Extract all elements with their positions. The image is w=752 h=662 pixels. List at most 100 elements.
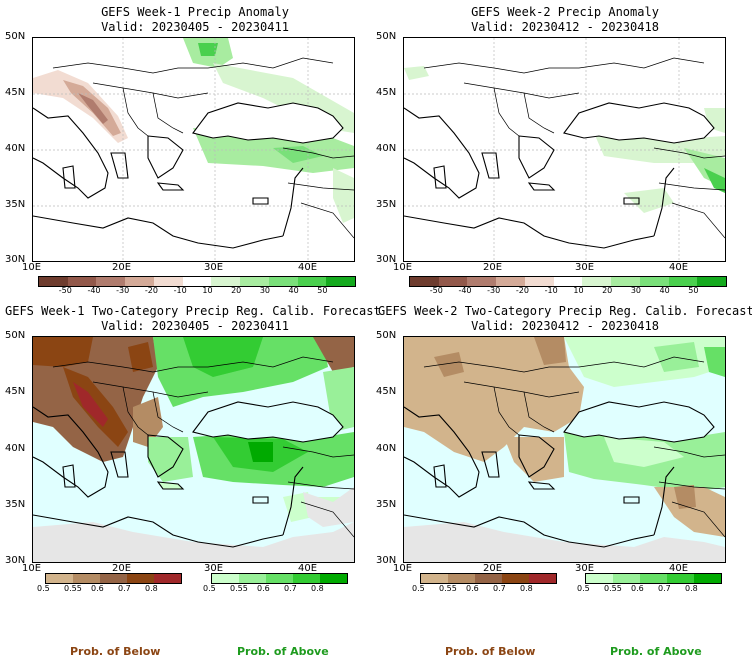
colorbar-label: 0.7 [658, 584, 671, 593]
colorbar-label: -50 [58, 286, 72, 295]
colorbar-swatch [125, 277, 154, 286]
prob-below-colorbar-labels: 0.5 0.55 0.6 0.7 0.8 [412, 584, 555, 596]
colorbar-label: 10 [573, 286, 584, 295]
colorbar-swatch [266, 574, 293, 583]
colorbar-label: -40 [87, 286, 101, 295]
panel-4-title: GEFS Week-2 Two-Category Precip Reg. Cal… [378, 304, 752, 318]
colorbar-label: 0.5 [577, 584, 590, 593]
colorbar-label: 0.7 [493, 584, 506, 593]
colorbar-swatch [297, 277, 327, 286]
panel-3-map [32, 336, 355, 563]
lat-label: 40N [5, 143, 26, 154]
lat-label: 45N [5, 386, 26, 397]
lat-label: 45N [376, 386, 397, 397]
colorbar-swatch [320, 574, 347, 583]
colorbar-swatch [240, 277, 269, 286]
panel-3-title: GEFS Week-1 Two-Category Precip Reg. Cal… [5, 304, 381, 318]
colorbar-label: 0.5 [412, 584, 425, 593]
colorbar-label: 0.6 [257, 584, 270, 593]
colorbar-swatch [496, 277, 525, 286]
colorbar-swatch [582, 277, 612, 286]
colorbar-swatch [212, 574, 239, 583]
prob-below-colorbar-labels: 0.5 0.55 0.6 0.7 0.8 [37, 584, 180, 596]
colorbar-swatch [611, 277, 640, 286]
lon-label: 40E [298, 262, 318, 273]
colorbar-swatch [438, 277, 468, 286]
panel-1-title: GEFS Week-1 Precip Anomaly [101, 5, 289, 19]
lat-label: 30N [376, 555, 397, 566]
lon-label: 10E [393, 262, 413, 273]
lat-label: 45N [5, 87, 26, 98]
colorbar-swatch [586, 574, 613, 583]
colorbar-label: 20 [602, 286, 613, 295]
colorbar-label: 0.8 [685, 584, 698, 593]
colorbar-label: -40 [458, 286, 472, 295]
lon-label: 20E [112, 563, 132, 574]
borders [52, 356, 354, 538]
colorbar-label: 40 [288, 286, 299, 295]
prob-above-colorbar [211, 573, 348, 584]
colorbar-swatch [639, 277, 669, 286]
lat-label: 35N [376, 499, 397, 510]
prob-above-colorbar-labels: 0.5 0.55 0.6 0.7 0.8 [577, 584, 720, 596]
lat-label: 40N [376, 143, 397, 154]
colorbar-swatch [667, 574, 694, 583]
colorbar-swatch [100, 574, 127, 583]
colorbar-label: 20 [231, 286, 242, 295]
colorbar-label: -10 [173, 286, 187, 295]
prob-below-label: Prob. of Below [70, 645, 161, 658]
colorbar-label: 30 [259, 286, 270, 295]
panel-2-title: GEFS Week-2 Precip Anomaly [471, 5, 659, 19]
colorbar-label: 40 [659, 286, 670, 295]
colorbar-label: 0.5 [203, 584, 216, 593]
panel-4-map [403, 336, 726, 563]
colorbar-label: 0.8 [311, 584, 324, 593]
lat-label: 45N [376, 87, 397, 98]
coastlines [33, 401, 344, 548]
coastlines [33, 102, 344, 249]
colorbar-label: -20 [515, 286, 529, 295]
colorbar-label: 0.7 [284, 584, 297, 593]
colorbar-swatch [127, 574, 154, 583]
lat-label: 50N [5, 31, 26, 42]
grid-lines [404, 38, 725, 261]
colorbar-label: 0.5 [37, 584, 50, 593]
lon-label: 30E [575, 563, 595, 574]
colorbar-swatch [410, 277, 439, 286]
colorbar-swatch [39, 277, 68, 286]
colorbar-swatch [239, 574, 266, 583]
colorbar-swatch [448, 574, 475, 583]
colorbar-swatch [613, 574, 640, 583]
colorbar-swatch [326, 277, 356, 286]
colorbar-label: 0.7 [118, 584, 131, 593]
lat-label: 50N [376, 330, 397, 341]
anomaly-field [33, 38, 354, 223]
colorbar-swatch [46, 574, 73, 583]
lon-label: 20E [112, 262, 132, 273]
lat-label: 30N [5, 555, 26, 566]
panel-1-valid: Valid: 20230405 - 20230411 [101, 20, 289, 34]
lat-label: 30N [376, 254, 397, 265]
lat-label: 35N [5, 499, 26, 510]
colorbar-label: 30 [630, 286, 641, 295]
lon-label: 40E [298, 563, 318, 574]
probability-field [33, 337, 354, 562]
colorbar-swatch [73, 574, 100, 583]
colorbar-label: 0.55 [64, 584, 82, 593]
lat-label: 40N [5, 443, 26, 454]
lon-label: 10E [22, 262, 42, 273]
lon-label: 40E [669, 563, 689, 574]
lon-label: 30E [204, 563, 224, 574]
colorbar-swatch [524, 277, 554, 286]
coastlines [404, 401, 715, 548]
lat-label: 50N [376, 31, 397, 42]
colorbar-swatch [668, 277, 698, 286]
panel-2-map-svg [404, 38, 725, 261]
prob-above-colorbar-labels: 0.5 0.55 0.6 0.7 0.8 [203, 584, 346, 596]
colorbar-swatch [211, 277, 241, 286]
colorbar-swatch [96, 277, 126, 286]
panel-4-valid: Valid: 20230412 - 20230418 [471, 319, 659, 333]
coastlines [404, 102, 715, 249]
prob-below-colorbar [45, 573, 182, 584]
lat-label: 40N [376, 443, 397, 454]
